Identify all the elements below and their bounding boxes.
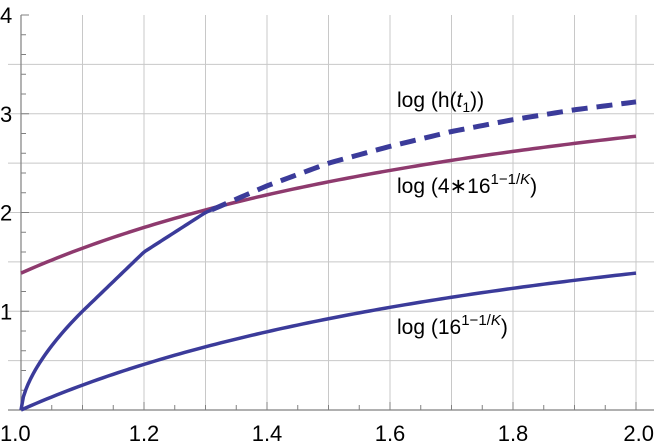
curve-log-16 [20,271,637,412]
y-tick-label: 3 [0,102,12,127]
x-tick-label: 1.8 [498,421,529,446]
x-tick-label: 1.6 [375,421,406,446]
label-log-4-16: log (4∗161−1/K) [397,171,537,198]
curve-log-4-16 [20,134,637,275]
grid-lines [8,15,654,410]
curves [19,99,637,412]
x-tick-label: 1.0 [0,421,31,446]
tick-labels: 1.0 1.2 1.4 1.6 1.8 2.0 1 2 3 4 [0,3,654,446]
curve-log-h-dashed [210,99,637,213]
curve-log-h-solid [19,208,213,411]
label-log-h-t1: log (h(t1)) [397,89,484,115]
x-tick-label: 2.0 [623,421,654,446]
y-tick-label: 1 [0,299,12,324]
x-tick-label: 1.4 [252,421,283,446]
x-tick-label: 1.2 [129,421,160,446]
label-log-16: log (161−1/K) [397,312,508,339]
y-tick-label: 4 [0,3,12,28]
y-tick-label: 2 [0,201,12,226]
